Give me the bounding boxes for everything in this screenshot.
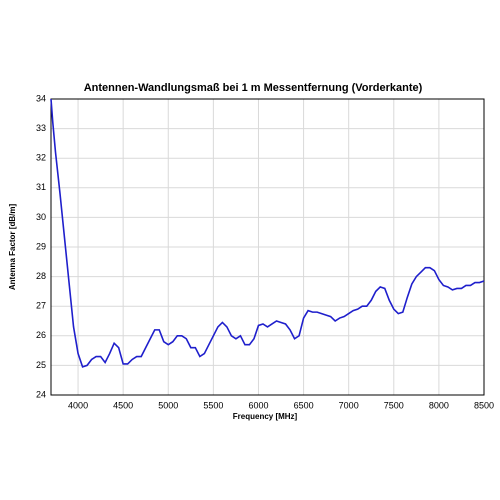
y-tick-label: 26 [36, 330, 46, 340]
x-axis-label: Frequency [MHz] [233, 412, 298, 421]
y-tick-label: 34 [36, 93, 46, 103]
x-tick-label: 8000 [429, 400, 449, 410]
x-tick-label: 8500 [474, 400, 494, 410]
y-tick-label: 32 [36, 153, 46, 163]
y-tick-label: 30 [36, 212, 46, 222]
x-tick-label: 4000 [68, 400, 88, 410]
data-line [50, 98, 485, 368]
x-tick-label: 7500 [384, 400, 404, 410]
y-tick-label: 31 [36, 182, 46, 192]
x-tick-label: 5000 [158, 400, 178, 410]
y-tick-label: 28 [36, 271, 46, 281]
y-tick-label: 25 [36, 360, 46, 370]
x-tick-label: 6000 [248, 400, 268, 410]
x-tick-label: 5500 [203, 400, 223, 410]
y-tick-label: 29 [36, 241, 46, 251]
y-tick-label: 24 [36, 389, 46, 399]
x-tick-label: 7000 [339, 400, 359, 410]
chart-title: Antennen-Wandlungsmaß bei 1 m Messentfer… [84, 82, 423, 94]
y-tick-label: 27 [36, 301, 46, 311]
y-tick-label: 33 [36, 123, 46, 133]
x-tick-label: 6500 [294, 400, 314, 410]
y-axis-label: Antenna Factor [dB/m] [8, 204, 17, 291]
x-tick-label: 4500 [113, 400, 133, 410]
plot-frame [50, 98, 485, 396]
